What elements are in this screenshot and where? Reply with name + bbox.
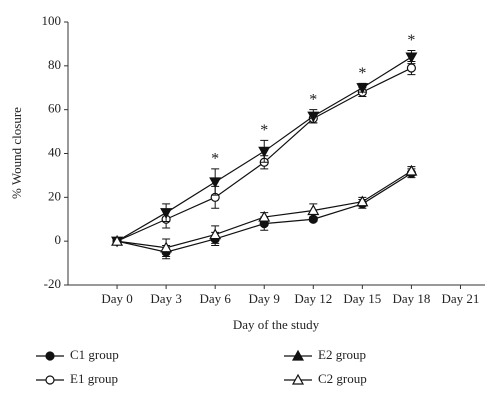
data-point bbox=[160, 241, 173, 253]
data-point bbox=[406, 63, 417, 73]
significance-label: * bbox=[309, 91, 317, 108]
x-tick-label: Day 3 bbox=[150, 291, 181, 306]
y-tick-label: 100 bbox=[42, 13, 62, 28]
x-tick-label: Day 18 bbox=[392, 291, 430, 306]
significance-label: * bbox=[407, 32, 415, 49]
significance-label: * bbox=[358, 65, 366, 82]
x-tick-label: Day 6 bbox=[199, 291, 231, 306]
data-point bbox=[209, 228, 222, 240]
y-tick-label: 40 bbox=[48, 144, 61, 159]
legend-label: E1 group bbox=[70, 371, 118, 386]
significance-label: * bbox=[211, 151, 219, 168]
x-tick-label: Day 0 bbox=[101, 291, 132, 306]
data-point bbox=[307, 111, 320, 123]
legend-marker bbox=[291, 349, 305, 361]
data-point bbox=[405, 164, 418, 176]
data-point bbox=[209, 177, 222, 189]
legend-marker bbox=[45, 375, 55, 385]
legend-label: E2 group bbox=[318, 347, 366, 362]
y-tick-label: 80 bbox=[48, 57, 61, 72]
data-point bbox=[258, 146, 271, 158]
data-point bbox=[405, 52, 418, 64]
legend-label: C2 group bbox=[318, 371, 367, 386]
y-tick-label: 0 bbox=[55, 232, 62, 247]
data-point bbox=[160, 208, 173, 219]
legend-marker bbox=[291, 373, 305, 385]
data-point bbox=[356, 83, 369, 94]
data-point bbox=[307, 204, 320, 216]
y-axis-label: % Wound closure bbox=[9, 107, 24, 199]
significance-label: * bbox=[260, 122, 268, 139]
data-point bbox=[356, 195, 369, 207]
y-tick-label: 60 bbox=[48, 101, 61, 116]
x-tick-label: Day 21 bbox=[442, 291, 480, 306]
data-point bbox=[258, 210, 271, 222]
y-tick-label: -20 bbox=[44, 276, 61, 291]
data-point bbox=[111, 234, 124, 246]
legend-marker bbox=[45, 351, 55, 361]
y-tick-label: 20 bbox=[48, 188, 61, 203]
x-tick-label: Day 15 bbox=[343, 291, 381, 306]
x-tick-label: Day 12 bbox=[294, 291, 332, 306]
legend-label: C1 group bbox=[70, 347, 119, 362]
x-tick-label: Day 9 bbox=[249, 291, 280, 306]
x-axis-label: Day of the study bbox=[233, 317, 320, 332]
